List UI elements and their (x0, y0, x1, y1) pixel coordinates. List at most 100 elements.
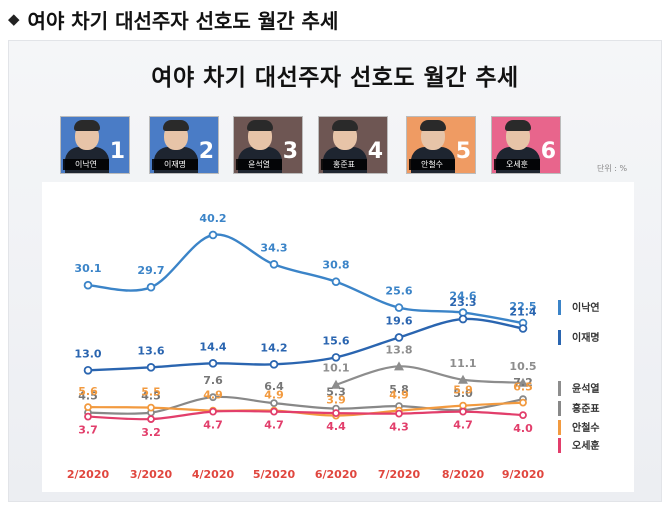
series-line-3 (335, 365, 524, 386)
x-tick-label-1: 2/2020 (67, 468, 110, 481)
x-tick-label-7: 8/2020 (442, 468, 485, 481)
data-label-2-2: 13.6 (137, 344, 164, 357)
portrait-name: 윤석열 (236, 159, 282, 170)
data-label-4-7: 5.0 (453, 387, 473, 400)
data-point-3-6 (394, 361, 404, 371)
portrait-hair (247, 120, 273, 131)
data-point-2-8 (518, 324, 528, 333)
data-point-4-4 (270, 399, 278, 408)
data-point-1-1 (83, 280, 93, 290)
data-point-6-5 (332, 409, 340, 418)
series-line-4 (87, 395, 524, 415)
data-point-6-3 (209, 407, 217, 416)
legend-swatch-3 (558, 381, 561, 396)
data-label-1-5: 30.8 (322, 259, 349, 272)
data-point-6-2 (147, 415, 155, 423)
data-label-6-2: 3.2 (141, 426, 161, 439)
data-point-1-3 (208, 230, 218, 240)
data-label-4-6: 5.8 (389, 383, 409, 396)
data-label-6-7: 4.7 (453, 419, 473, 432)
chart-area (42, 182, 634, 492)
portrait-name: 홍준표 (321, 159, 367, 170)
unit-label: 단위 : % (597, 164, 628, 173)
data-label-5-2: 5.5 (141, 386, 161, 399)
data-label-5-8: 6.5 (513, 381, 533, 394)
legend-label-3: 윤석열 (572, 382, 600, 395)
data-point-1-6 (394, 303, 404, 312)
x-tick-label-4: 5/2020 (253, 468, 296, 481)
data-label-2-6: 19.6 (385, 314, 412, 327)
x-tick-label-8: 9/2020 (502, 468, 545, 481)
data-point-2-5 (331, 353, 341, 362)
data-point-6-1 (84, 412, 92, 421)
data-label-6-8: 4.0 (513, 422, 533, 435)
data-label-2-3: 14.4 (199, 340, 226, 353)
data-label-5-3: 4.9 (203, 389, 223, 402)
data-point-2-1 (83, 366, 93, 375)
x-tick-label-6: 7/2020 (378, 468, 421, 481)
portrait-name: 이재명 (152, 159, 198, 170)
data-label-1-6: 25.6 (385, 285, 412, 298)
legend-swatch-2 (558, 330, 561, 345)
legend-swatch-6 (558, 438, 561, 453)
data-point-3-8 (518, 377, 528, 387)
data-label-5-6: 4.9 (389, 389, 409, 402)
portrait-hair (74, 120, 100, 131)
data-label-1-4: 34.3 (260, 241, 287, 254)
data-label-6-4: 4.7 (264, 419, 284, 432)
data-label-1-1: 30.1 (74, 262, 101, 275)
data-label-4-4: 6.4 (264, 380, 284, 393)
legend-swatch-1 (558, 300, 561, 315)
data-point-5-1 (84, 403, 92, 412)
data-label-2-1: 13.0 (74, 347, 101, 360)
portrait-1: 1 이낙연 (60, 116, 130, 174)
series-line-2 (87, 317, 524, 372)
legend-label-4: 홍준표 (572, 402, 600, 415)
legend-swatch-4 (558, 401, 561, 416)
data-label-2-5: 15.6 (322, 334, 349, 347)
diamond-icon: ◆ (8, 10, 20, 28)
data-label-4-8: 7.2 (513, 376, 533, 389)
x-tick-label-3: 4/2020 (192, 468, 235, 481)
data-label-4-5: 5.3 (326, 386, 346, 399)
legend-label-5: 안철수 (572, 421, 600, 434)
portrait-hair (163, 120, 189, 131)
data-point-2-2 (146, 363, 156, 372)
portrait-rank: 1 (109, 139, 125, 164)
portrait-4: 4 홍준표 (318, 116, 388, 174)
portrait-3: 3 윤석열 (233, 116, 303, 174)
data-label-3-8: 10.5 (509, 360, 536, 373)
data-label-4-3: 7.6 (203, 374, 223, 387)
data-point-5-8 (519, 398, 527, 407)
data-point-2-3 (208, 359, 218, 368)
portrait-hair (505, 120, 531, 131)
portrait-rank: 2 (198, 139, 214, 164)
data-label-1-8: 22.5 (509, 300, 536, 313)
series-line-5 (87, 401, 524, 417)
portrait-rank: 6 (540, 139, 556, 164)
data-label-5-4: 4.9 (264, 389, 284, 402)
data-point-4-3 (209, 393, 217, 402)
data-point-5-2 (147, 403, 155, 412)
data-label-4-2: 4.5 (141, 390, 161, 403)
series-line-6 (87, 409, 524, 421)
series-line-1 (87, 233, 524, 325)
portrait-2: 2 이재명 (149, 116, 219, 174)
portrait-rank: 4 (367, 139, 383, 164)
data-label-3-5: 10.1 (322, 362, 349, 375)
data-label-5-7: 5.9 (453, 384, 473, 397)
data-point-2-4 (269, 360, 279, 369)
data-label-3-7: 11.1 (449, 357, 476, 370)
data-label-2-7: 23.3 (449, 296, 476, 309)
data-point-6-6 (395, 409, 403, 418)
portrait-5: 5 안철수 (406, 116, 476, 174)
data-label-1-3: 40.2 (199, 212, 226, 225)
portrait-name: 안철수 (409, 159, 455, 170)
portrait-rank: 3 (282, 139, 298, 164)
data-point-1-4 (269, 260, 279, 269)
data-label-6-1: 3.7 (78, 424, 98, 437)
data-label-6-5: 4.4 (326, 420, 346, 433)
data-point-2-6 (394, 333, 404, 342)
legend-label-6: 오세훈 (572, 439, 600, 452)
data-label-6-6: 4.3 (389, 421, 409, 434)
